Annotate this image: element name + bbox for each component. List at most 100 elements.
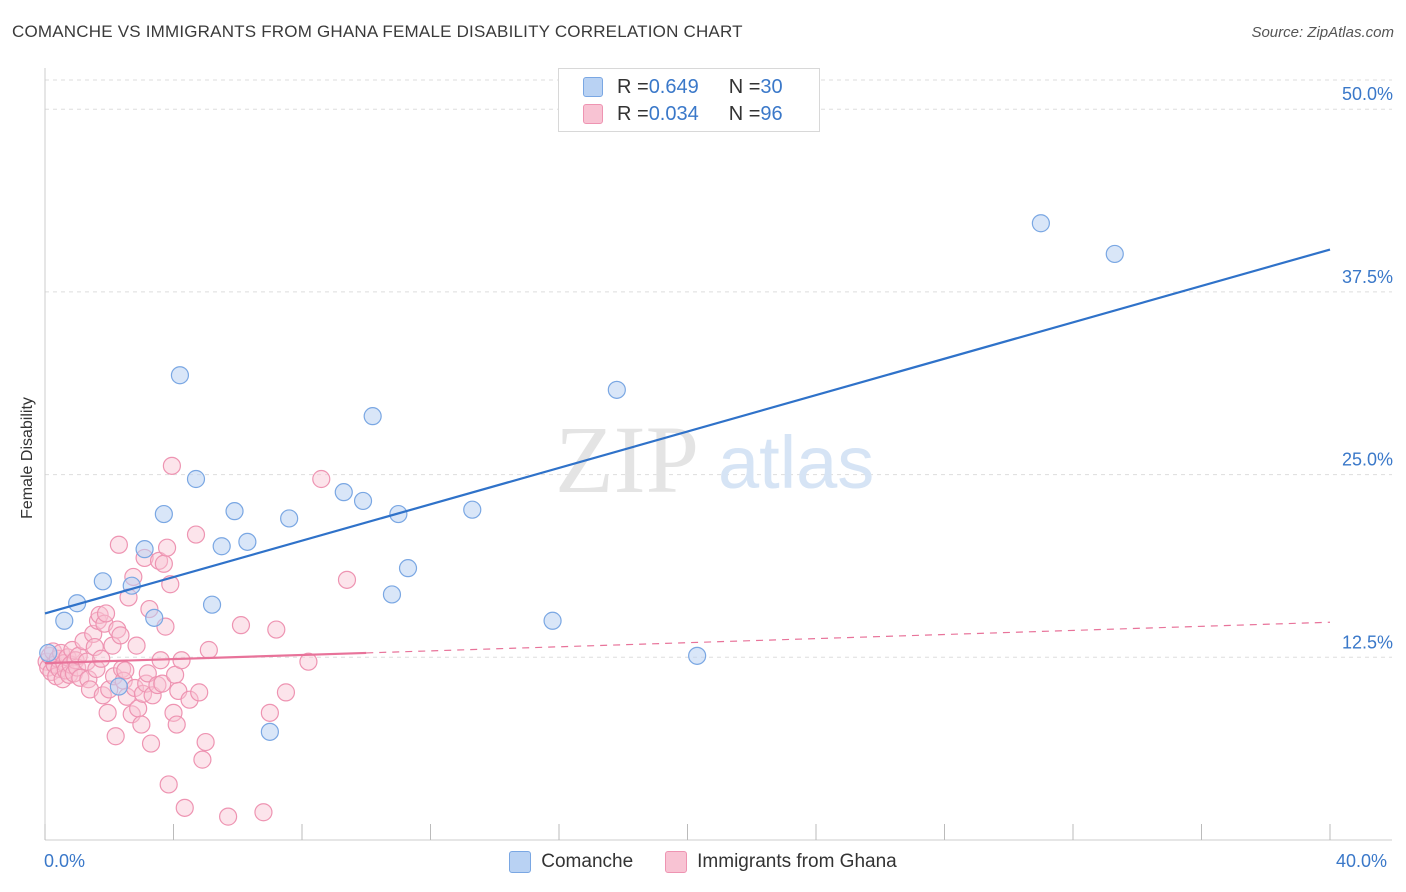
- comanche-point: [398, 559, 418, 578]
- comanche-point: [334, 483, 353, 502]
- watermark-zip: ZIP: [555, 406, 699, 513]
- ghana-swatch: [665, 851, 688, 873]
- watermark-atlas: atlas: [718, 421, 874, 504]
- bottom-legend-comanche: Comanche: [509, 851, 633, 873]
- ghana-point: [85, 637, 104, 657]
- comanche-point: [280, 509, 299, 528]
- ghana-point: [153, 674, 172, 693]
- comanche-point: [154, 504, 173, 524]
- ghana-points: [37, 456, 357, 826]
- comanche-point: [55, 611, 74, 630]
- ghana-point: [132, 715, 151, 734]
- ghana-point: [190, 683, 209, 702]
- comanche-point: [186, 469, 206, 489]
- comanche-point: [688, 646, 707, 665]
- ghana-point: [162, 456, 181, 475]
- comanche-legend-label: Comanche: [541, 851, 634, 872]
- ghana-point: [219, 807, 238, 826]
- ghana-point: [157, 538, 177, 557]
- ghana-point: [312, 469, 331, 489]
- ghana-point: [138, 664, 157, 683]
- comanche-point: [170, 366, 190, 385]
- legend: R = 0.649 N = 30 R = 0.034 N = 96: [558, 68, 820, 132]
- comanche-point: [202, 595, 222, 614]
- ghana-point: [299, 652, 318, 671]
- y-tick-label: 50.0%: [1342, 84, 1393, 104]
- comanche-point: [607, 380, 626, 399]
- chart-title: COMANCHE VS IMMIGRANTS FROM GHANA FEMALE…: [12, 22, 743, 41]
- legend-r-value: 0.034: [648, 102, 699, 125]
- ghana-point: [186, 525, 206, 544]
- comanche-trendline: [44, 248, 1331, 615]
- ghana-point: [106, 727, 125, 746]
- comanche-point: [225, 502, 244, 521]
- comanche-point: [135, 540, 154, 559]
- ghana-point: [175, 798, 194, 817]
- legend-n-value: 96: [760, 102, 783, 125]
- ghana-point: [164, 703, 183, 722]
- ghana-point: [141, 734, 161, 753]
- bottom-legend: Comanche Immigrants from Ghana: [0, 851, 1406, 873]
- ghana-point: [193, 750, 212, 769]
- ghana-point: [159, 775, 178, 794]
- ghana-point: [276, 683, 296, 702]
- y-tick-labels: 12.5% 25.0% 37.5% 50.0%: [1342, 84, 1393, 652]
- comanche-point: [543, 611, 562, 630]
- comanche-point: [353, 491, 373, 511]
- comanche-point: [1105, 244, 1124, 264]
- legend-r-label: R =: [617, 75, 649, 98]
- comanche-point: [145, 608, 164, 627]
- trendlines: [44, 248, 1331, 665]
- ghana-point: [260, 703, 279, 722]
- ghana-point: [111, 626, 130, 645]
- ghana-point: [92, 649, 111, 668]
- ghana-point: [108, 620, 127, 639]
- ghana-point: [98, 703, 117, 722]
- ghana-point: [96, 604, 116, 623]
- legend-r-value: 0.649: [648, 75, 699, 98]
- ghana-point: [231, 616, 251, 635]
- legend-n-value: 30: [760, 75, 783, 98]
- ghana-point: [154, 554, 173, 573]
- comanche-points: [39, 214, 1124, 741]
- legend-r-label: R =: [617, 102, 649, 125]
- bottom-legend-ghana: Immigrants from Ghana: [665, 851, 897, 873]
- axes: [44, 68, 1392, 841]
- legend-n-label: N =: [728, 75, 761, 98]
- y-tick-label: 37.5%: [1342, 267, 1393, 287]
- ghana-point: [167, 715, 186, 734]
- ghana-point: [199, 640, 218, 660]
- comanche-point: [260, 722, 279, 741]
- comanche-point: [39, 643, 58, 663]
- ghana-trendline-dashed: [366, 621, 1331, 654]
- legend-n-label: N =: [728, 102, 761, 125]
- ghana-point: [180, 690, 199, 709]
- ghana-point: [254, 803, 273, 822]
- comanche-point: [93, 572, 112, 591]
- ghana-point: [133, 684, 153, 703]
- ghana-point: [267, 620, 286, 639]
- comanche-point: [363, 407, 382, 426]
- source-label: Source: ZipAtlas.com: [1251, 24, 1394, 41]
- x-tick-max: 40.0%: [1336, 851, 1388, 871]
- ghana-point: [196, 732, 215, 752]
- comanche-point: [212, 537, 231, 556]
- comanche-point: [238, 532, 257, 551]
- comanche-point: [463, 500, 482, 519]
- ghana-point: [109, 535, 128, 554]
- y-tick-label: 25.0%: [1342, 450, 1393, 470]
- comanche-swatch: [509, 851, 532, 873]
- comanche-swatch: [583, 77, 603, 97]
- x-tick-min: 0.0%: [44, 851, 86, 871]
- ghana-point: [143, 686, 162, 705]
- ghana-trendline-solid: [44, 651, 367, 665]
- gridlines: [45, 79, 1392, 658]
- legend-row-comanche: R = 0.649 N = 30: [583, 75, 783, 99]
- ghana-point: [127, 636, 146, 655]
- ghana-point: [116, 661, 135, 680]
- comanche-point: [382, 585, 402, 604]
- comanche-point: [1031, 214, 1050, 233]
- ghana-point: [149, 551, 169, 570]
- ghana-point: [337, 570, 357, 589]
